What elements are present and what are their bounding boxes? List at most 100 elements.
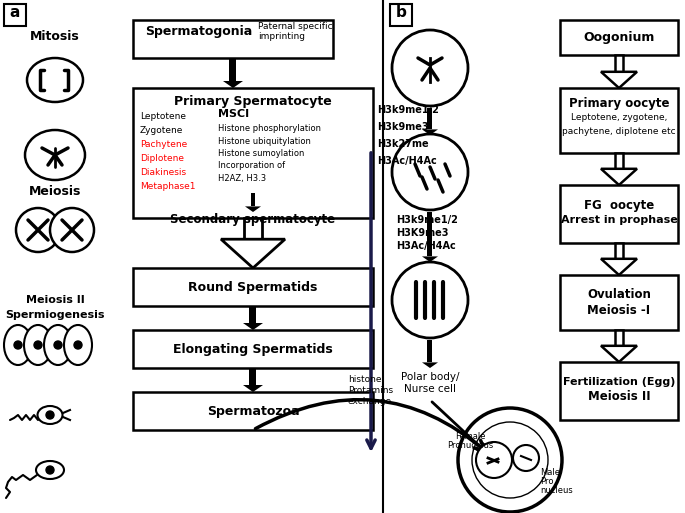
Text: Primary oocyte: Primary oocyte: [569, 96, 669, 109]
Bar: [133, 88, 373, 218]
Circle shape: [74, 341, 82, 349]
Bar: [244, 218, 262, 239]
Polygon shape: [245, 206, 261, 212]
Bar: [427, 108, 432, 129]
Circle shape: [46, 411, 54, 419]
Bar: [560, 275, 678, 330]
Circle shape: [392, 262, 468, 338]
Polygon shape: [422, 129, 438, 135]
Ellipse shape: [50, 208, 94, 252]
Bar: [249, 368, 256, 385]
Text: histone: histone: [348, 375, 382, 384]
Text: Secondary spermatocyte: Secondary spermatocyte: [171, 213, 336, 226]
Text: H3Ac/H4Ac: H3Ac/H4Ac: [377, 156, 437, 166]
Polygon shape: [422, 362, 438, 368]
Bar: [560, 362, 678, 420]
Bar: [615, 330, 623, 346]
Text: Female: Female: [455, 432, 485, 441]
Circle shape: [458, 408, 562, 512]
Ellipse shape: [38, 406, 62, 424]
Text: H3k9me3: H3k9me3: [377, 122, 429, 132]
Text: Spermatozoa: Spermatozoa: [207, 404, 299, 418]
Ellipse shape: [4, 325, 32, 365]
Text: H3k27me: H3k27me: [377, 139, 429, 149]
Bar: [615, 153, 623, 169]
Text: Meiosis II: Meiosis II: [25, 295, 84, 305]
Text: Histone phosphorylation: Histone phosphorylation: [218, 124, 321, 133]
Bar: [560, 88, 678, 153]
FancyBboxPatch shape: [390, 4, 412, 26]
Text: H3Ac/H4Ac: H3Ac/H4Ac: [396, 241, 456, 251]
Polygon shape: [601, 169, 637, 185]
Circle shape: [14, 341, 22, 349]
Bar: [615, 55, 623, 72]
Polygon shape: [243, 323, 263, 330]
Circle shape: [476, 442, 512, 478]
Text: a: a: [10, 5, 20, 20]
Text: Round Spermatids: Round Spermatids: [188, 281, 318, 293]
Ellipse shape: [24, 325, 52, 365]
Text: Histone sumoylation: Histone sumoylation: [218, 149, 304, 158]
Text: Pro: Pro: [540, 477, 553, 486]
Text: exchange: exchange: [348, 397, 392, 406]
Text: Nurse cell: Nurse cell: [404, 384, 456, 394]
Text: FG  oocyte: FG oocyte: [584, 199, 654, 211]
Circle shape: [513, 445, 539, 471]
Text: H3k9me1/2: H3k9me1/2: [396, 215, 458, 225]
Polygon shape: [422, 256, 438, 262]
Bar: [133, 330, 373, 368]
Circle shape: [472, 422, 548, 498]
Bar: [615, 243, 623, 259]
Bar: [229, 58, 236, 81]
Bar: [133, 20, 333, 58]
Text: Leptotene, zygotene,: Leptotene, zygotene,: [571, 113, 667, 123]
Text: Elongating Spermatids: Elongating Spermatids: [173, 343, 333, 356]
Text: imprinting: imprinting: [258, 32, 305, 41]
Bar: [249, 306, 256, 323]
Text: Arrest in prophase: Arrest in prophase: [560, 215, 677, 225]
Circle shape: [34, 341, 42, 349]
Text: nucleus: nucleus: [540, 486, 573, 495]
Text: Protamins: Protamins: [348, 386, 393, 395]
Polygon shape: [221, 239, 285, 268]
Text: H3k9me1/2: H3k9me1/2: [377, 105, 439, 115]
Text: Histone ubiquitylation: Histone ubiquitylation: [218, 136, 311, 146]
Circle shape: [392, 134, 468, 210]
Circle shape: [392, 30, 468, 106]
Text: Metaphase1: Metaphase1: [140, 182, 195, 191]
Ellipse shape: [25, 130, 85, 180]
Text: Meiosis: Meiosis: [29, 185, 82, 198]
Polygon shape: [243, 385, 263, 392]
Text: Paternal specific: Paternal specific: [258, 22, 333, 31]
Text: Male: Male: [540, 468, 560, 477]
Polygon shape: [601, 72, 637, 88]
Text: pachytene, diplotene etc: pachytene, diplotene etc: [562, 127, 676, 135]
Text: Diplotene: Diplotene: [140, 154, 184, 163]
Text: b: b: [395, 5, 406, 20]
Bar: [133, 392, 373, 430]
Bar: [560, 185, 678, 243]
Text: Incorporation of: Incorporation of: [218, 162, 285, 170]
Text: Spermatogonia: Spermatogonia: [145, 26, 252, 38]
Text: Meiosis II: Meiosis II: [588, 390, 650, 404]
Text: Pachytene: Pachytene: [140, 140, 187, 149]
Bar: [251, 193, 255, 206]
Polygon shape: [601, 346, 637, 362]
Ellipse shape: [16, 208, 60, 252]
Text: Zygotene: Zygotene: [140, 126, 184, 135]
Text: H2AZ, H3.3: H2AZ, H3.3: [218, 174, 266, 183]
Bar: [560, 20, 678, 55]
Text: MSCI: MSCI: [218, 109, 249, 119]
Text: Oogonium: Oogonium: [584, 30, 655, 44]
Text: Polar body/: Polar body/: [401, 372, 459, 382]
Bar: [427, 212, 432, 256]
Text: Diakinesis: Diakinesis: [140, 168, 186, 177]
Text: Leptotene: Leptotene: [140, 112, 186, 121]
Text: Pronucleus: Pronucleus: [447, 441, 493, 450]
Bar: [427, 340, 432, 362]
Text: Mitosis: Mitosis: [30, 30, 80, 43]
Polygon shape: [223, 81, 243, 88]
Text: Ovulation: Ovulation: [587, 288, 651, 302]
Text: Meiosis -I: Meiosis -I: [588, 304, 651, 317]
Bar: [133, 268, 373, 306]
